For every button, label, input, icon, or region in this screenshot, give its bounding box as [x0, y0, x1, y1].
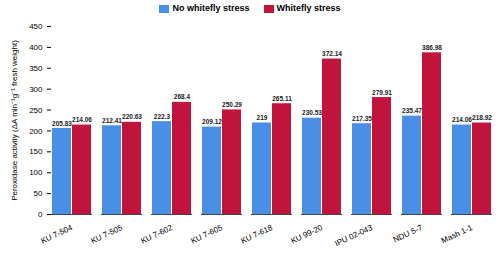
svg-text:250: 250 — [29, 106, 43, 115]
svg-text:209.12: 209.12 — [202, 118, 222, 125]
svg-text:100: 100 — [29, 168, 43, 177]
svg-text:350: 350 — [29, 64, 43, 73]
svg-text:50: 50 — [34, 189, 43, 198]
svg-text:220.63: 220.63 — [122, 113, 142, 120]
svg-text:230.53: 230.53 — [302, 109, 322, 116]
svg-text:Peroxidase activity (ΔA min⁻¹g: Peroxidase activity (ΔA min⁻¹g⁻¹ fresh w… — [10, 40, 19, 201]
svg-text:218.92: 218.92 — [472, 114, 492, 121]
svg-text:250.29: 250.29 — [222, 101, 242, 108]
svg-text:214.06: 214.06 — [452, 116, 472, 123]
svg-text:450: 450 — [29, 22, 43, 31]
svg-text:KU 7-605: KU 7-605 — [189, 223, 224, 246]
svg-text:KU 7-505: KU 7-505 — [89, 223, 124, 246]
svg-text:212.41: 212.41 — [102, 117, 122, 124]
svg-text:214.06: 214.06 — [72, 116, 92, 123]
svg-text:300: 300 — [29, 85, 43, 94]
svg-text:200: 200 — [29, 127, 43, 136]
svg-text:KU 7-618: KU 7-618 — [239, 223, 274, 246]
svg-text:222.3: 222.3 — [154, 113, 171, 120]
svg-text:400: 400 — [29, 43, 43, 52]
svg-text:150: 150 — [29, 147, 43, 156]
html-text:No whitefly stress: No whitefly stress — [172, 3, 250, 13]
svg-text:235.47: 235.47 — [402, 107, 422, 114]
svg-text:372.14: 372.14 — [322, 50, 342, 57]
svg-text:NDU 5-7: NDU 5-7 — [392, 223, 425, 245]
svg-text:KU 7-504: KU 7-504 — [39, 223, 74, 246]
svg-text:217.35: 217.35 — [352, 115, 372, 122]
svg-text:0: 0 — [38, 210, 43, 219]
svg-text:265.11: 265.11 — [272, 95, 292, 102]
svg-text:KU 7-602: KU 7-602 — [139, 223, 174, 246]
svg-text:268.4: 268.4 — [174, 93, 191, 100]
svg-text:205.83: 205.83 — [52, 120, 72, 127]
svg-text:386.98: 386.98 — [422, 44, 442, 51]
svg-text:KU 99-20: KU 99-20 — [289, 223, 324, 246]
svg-text:279.91: 279.91 — [372, 89, 392, 96]
html-text:Whitefly stress: Whitefly stress — [276, 3, 341, 13]
svg-text:219: 219 — [257, 114, 268, 121]
svg-text:IPU 02-043: IPU 02-043 — [333, 223, 374, 248]
svg-text:Mash 1-1: Mash 1-1 — [440, 223, 475, 245]
